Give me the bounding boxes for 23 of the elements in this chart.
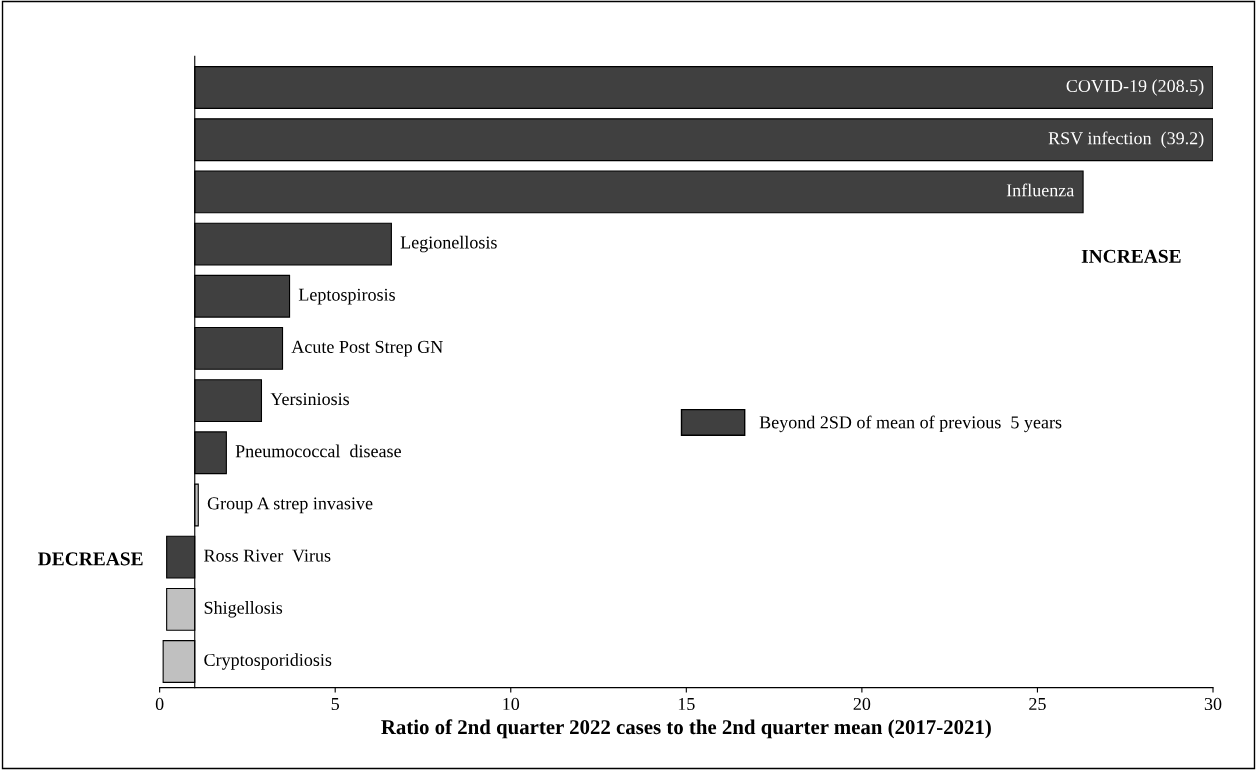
legend-label: Beyond 2SD of mean of previous 5 years [759,415,1062,433]
y-tick-label: RSV infection (39.2) [1048,131,1204,148]
y-tick-label: COVID-19 (208.5) [1066,79,1204,96]
y-tick-label: Leptospirosis [298,288,395,305]
text: DECREASE [38,552,143,566]
x-tick-label: 25 [1029,697,1046,711]
y-tick-label: Yersiniosis [270,393,350,406]
y-tick-label: Group A strep invasive [207,497,373,514]
y-tick-label: Acute Post Strep GN [291,340,443,357]
y-tick-label: Pneumococcal disease [235,444,401,458]
y-tick-label: Cryptosporidiosis [204,653,332,670]
x-tick-label: 15 [678,697,695,711]
y-tick-label: Legionellosis [400,235,497,253]
x-tick-label: 30 [1204,697,1222,711]
x-axis-title: Ratio of 2nd quarter 2022 cases to the 2nd quarter mean (2017-2021) [381,719,991,739]
y-tick-label: Influenza [1006,183,1075,197]
x-tick-label: 10 [503,697,520,711]
x-tick-label: 0 [155,697,164,711]
annotation: INCREASE [1081,249,1181,263]
x-tick-label: 20 [853,697,871,711]
y-tick-label: Ross River Virus [204,549,331,562]
y-tick-label: Shigellosis [204,601,283,618]
x-tick-label: 5 [331,698,340,711]
